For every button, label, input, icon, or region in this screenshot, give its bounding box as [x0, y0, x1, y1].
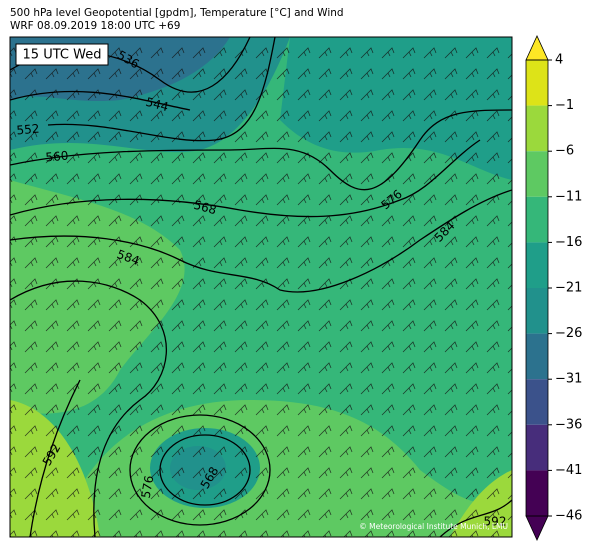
colorbar-extend-top	[525, 35, 549, 61]
colorbar-band	[526, 151, 548, 197]
colorbar-tick-label: −21	[555, 281, 582, 296]
contour-label: 552	[16, 122, 40, 138]
colorbar-tick-label: −26	[555, 326, 582, 341]
colorbar-extend-bottom	[525, 515, 549, 541]
contour-label: 560	[45, 149, 69, 165]
colorbar-tick-label: −11	[555, 189, 582, 204]
colorbar: 4 −1 −6 −11 −16 −21 −26 −31 −36 −41 −46	[525, 35, 582, 541]
colorbar-band	[526, 424, 548, 471]
colorbar-band	[526, 333, 548, 380]
map-frame	[9, 36, 513, 538]
colorbar-band	[526, 105, 548, 152]
colorbar-tick-label: −41	[555, 463, 582, 478]
time-box	[15, 43, 109, 66]
colorbar-tick-label: −46	[555, 509, 582, 524]
colorbar-band	[526, 196, 548, 243]
subtitle: WRF 08.09.2019 18:00 UTC +69	[10, 20, 180, 32]
colorbar-tick-label: −31	[555, 372, 582, 387]
contour-label: 576	[139, 474, 157, 499]
colorbar-tick-label: −1	[555, 98, 574, 113]
credit: © Meteorological Institute Munich, LMU	[359, 522, 508, 531]
contour-label: 568	[192, 198, 218, 217]
colorbar-band	[526, 288, 548, 334]
colorbar-band	[526, 242, 548, 288]
colorbar-tick-label: −6	[555, 144, 574, 159]
contour-label: 544	[144, 95, 170, 114]
colorbar-tick-label: −36	[555, 417, 582, 432]
colorbar-tick-label: 4	[555, 53, 563, 68]
title: 500 hPa level Geopotential [gpdm], Tempe…	[10, 7, 344, 19]
colorbar-tick-label: −16	[555, 235, 582, 250]
colorbar-band	[526, 379, 548, 425]
wind-barbs	[10, 37, 512, 537]
colorbar-band	[526, 470, 548, 516]
colorbar-band	[526, 60, 548, 106]
contour-label: 592	[484, 515, 507, 529]
time-label: 15 UTC Wed	[23, 48, 102, 63]
